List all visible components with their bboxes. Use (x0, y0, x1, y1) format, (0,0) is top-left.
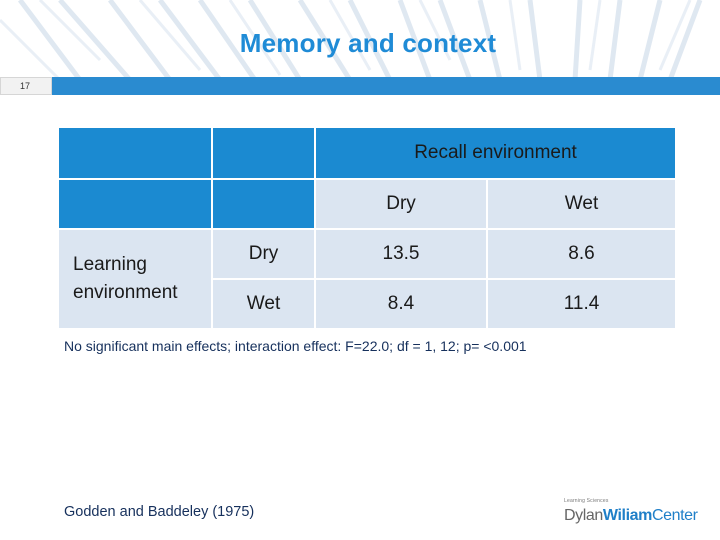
table-cell: 8.4 (314, 278, 488, 330)
subheader-empty-cell (211, 178, 316, 230)
slide-title: Memory and context (239, 28, 497, 58)
row-label-dry: Dry (211, 228, 316, 280)
slide-number: 17 (0, 77, 52, 95)
table-cell: 8.6 (485, 228, 678, 280)
table-subheader-row: Dry Wet (57, 178, 678, 230)
row-label-wet: Wet (211, 278, 316, 330)
logo-tagline: Learning Sciences (564, 498, 609, 504)
dylan-wiliam-center-logo: Learning Sciences DylanWiliamCenter (564, 498, 714, 528)
decorative-background-lines (0, 0, 703, 80)
citation: Godden and Baddeley (1975) (64, 504, 255, 520)
header-strip (52, 77, 720, 95)
subheader-empty-cell (57, 178, 213, 230)
logo-wordmark: DylanWiliamCenter (564, 507, 698, 525)
slide-number-bar: 17 (0, 77, 720, 95)
header-empty-cell (57, 126, 213, 180)
table-header-row: Recall environment (57, 126, 678, 180)
statistics-note: No significant main effects; interaction… (64, 338, 527, 354)
table-cell: 13.5 (314, 228, 488, 280)
logo-name-dylan: Dylan (564, 507, 603, 524)
table-row: Learning environment Dry 13.5 8.6 (57, 228, 678, 330)
logo-name-wiliam: Wiliam (602, 507, 652, 524)
learning-environment-header: Learning environment (57, 228, 213, 330)
header-empty-cell (211, 126, 316, 180)
column-header-wet: Wet (485, 178, 678, 230)
recall-environment-header: Recall environment (313, 126, 678, 180)
table-row: Wet 8.4 11.4 (58, 278, 678, 330)
results-table: Recall environment Dry Wet Learning envi… (57, 126, 678, 330)
logo-name-center: Center (651, 507, 698, 524)
column-header-dry: Dry (314, 178, 488, 230)
table-cell: 11.4 (485, 278, 678, 330)
